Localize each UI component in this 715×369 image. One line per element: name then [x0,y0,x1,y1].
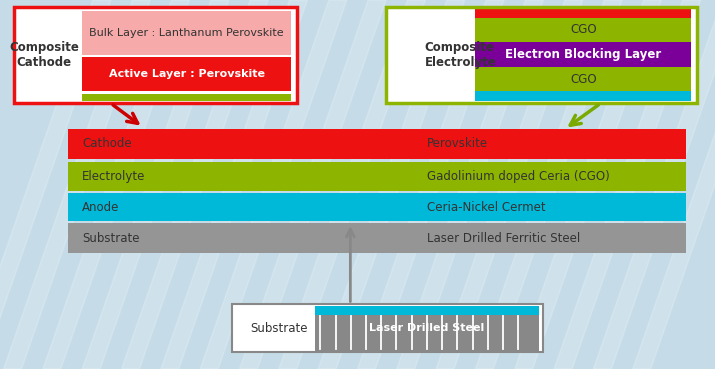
Bar [386,7,697,103]
Text: Composite
Cathode: Composite Cathode [9,41,79,69]
Bar [82,57,291,91]
Bar [68,129,686,159]
Bar [315,306,539,315]
Text: Perovskite: Perovskite [427,137,488,151]
Bar [475,92,691,101]
Bar [68,223,686,253]
Text: Laser Drilled Steel: Laser Drilled Steel [369,323,485,334]
Bar [315,306,539,351]
Text: Composite
Electrolyte: Composite Electrolyte [425,41,496,69]
Text: Substrate: Substrate [82,231,139,245]
Text: Bulk Layer : Lanthanum Perovskite: Bulk Layer : Lanthanum Perovskite [89,28,284,38]
Text: Electrolyte: Electrolyte [82,170,146,183]
Bar [475,9,691,17]
Bar [68,193,686,221]
Text: Ceria-Nickel Cermet: Ceria-Nickel Cermet [427,200,546,214]
Bar [232,304,543,352]
Bar [14,7,297,103]
Text: CGO: CGO [570,73,597,86]
Text: Active Layer : Perovskite: Active Layer : Perovskite [109,69,265,79]
Bar [68,162,686,191]
Text: Gadolinium doped Ceria (CGO): Gadolinium doped Ceria (CGO) [427,170,610,183]
Text: CGO: CGO [570,23,597,36]
Text: Substrate: Substrate [250,322,307,335]
Bar [82,11,291,55]
Text: Electron Blocking Layer: Electron Blocking Layer [506,48,661,61]
Bar [475,18,691,41]
Bar [475,41,691,68]
Bar [82,94,291,101]
Text: Laser Drilled Ferritic Steel: Laser Drilled Ferritic Steel [427,231,581,245]
Bar [475,68,691,92]
Bar [386,7,697,103]
Text: Cathode: Cathode [82,137,132,151]
Text: Anode: Anode [82,200,119,214]
Bar [14,7,297,103]
